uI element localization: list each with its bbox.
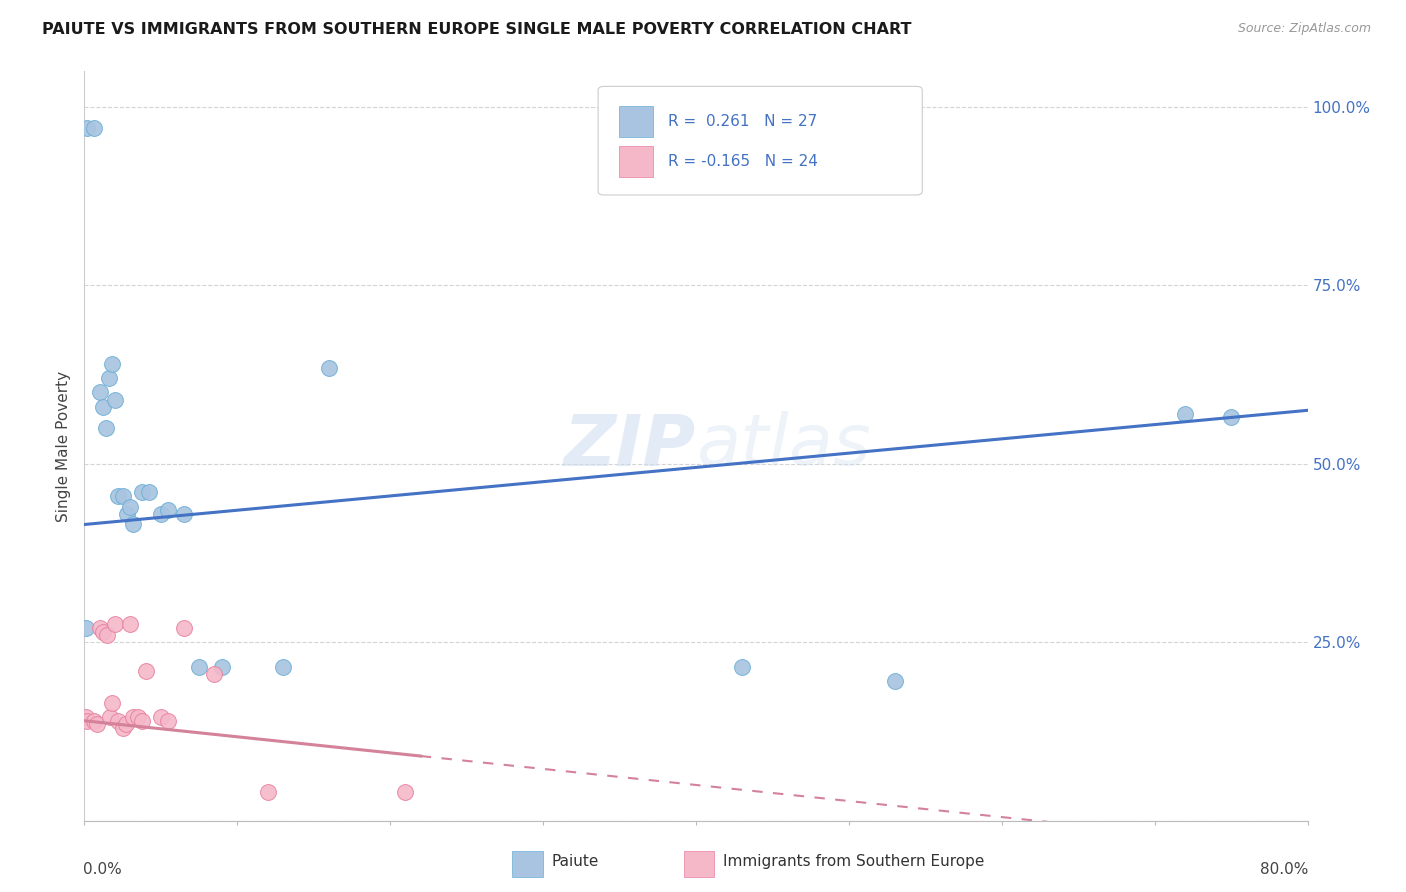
Point bbox=[257, 785, 280, 799]
Point bbox=[122, 517, 145, 532]
Point bbox=[120, 500, 142, 514]
Point bbox=[111, 721, 134, 735]
Point bbox=[131, 714, 153, 728]
Text: ZIP: ZIP bbox=[564, 411, 696, 481]
Point bbox=[101, 357, 124, 371]
Point bbox=[115, 507, 138, 521]
Text: 0.0%: 0.0% bbox=[83, 862, 122, 877]
Point bbox=[89, 621, 111, 635]
Point bbox=[394, 785, 416, 799]
Point bbox=[271, 660, 294, 674]
Point bbox=[1174, 407, 1197, 421]
Point bbox=[131, 485, 153, 500]
Text: 80.0%: 80.0% bbox=[1260, 862, 1309, 877]
Point bbox=[138, 485, 160, 500]
Bar bbox=[683, 851, 714, 877]
FancyBboxPatch shape bbox=[598, 87, 922, 195]
Point bbox=[202, 667, 225, 681]
Point bbox=[91, 624, 114, 639]
Point bbox=[149, 710, 172, 724]
Point bbox=[135, 664, 157, 678]
Point bbox=[83, 121, 105, 136]
Y-axis label: Single Male Poverty: Single Male Poverty bbox=[56, 370, 72, 522]
Point bbox=[1220, 410, 1243, 425]
Point bbox=[86, 717, 108, 731]
Point bbox=[97, 371, 120, 385]
Text: Paiute: Paiute bbox=[551, 855, 599, 870]
Point bbox=[120, 617, 142, 632]
Point bbox=[173, 621, 195, 635]
Point bbox=[731, 660, 754, 674]
Point bbox=[883, 674, 905, 689]
Point bbox=[75, 621, 97, 635]
Point bbox=[96, 628, 118, 642]
Point bbox=[127, 710, 149, 724]
Point bbox=[76, 121, 98, 136]
Point bbox=[104, 392, 127, 407]
Text: R = -0.165   N = 24: R = -0.165 N = 24 bbox=[668, 153, 818, 169]
Bar bbox=[619, 145, 654, 177]
Point bbox=[149, 507, 172, 521]
Text: Source: ZipAtlas.com: Source: ZipAtlas.com bbox=[1237, 22, 1371, 36]
Text: atlas: atlas bbox=[696, 411, 870, 481]
Point bbox=[211, 660, 233, 674]
Point bbox=[76, 714, 98, 728]
Point bbox=[89, 385, 111, 400]
Point bbox=[157, 503, 180, 517]
Point bbox=[114, 717, 136, 731]
Point bbox=[98, 710, 121, 724]
Point bbox=[318, 360, 340, 375]
Point bbox=[111, 489, 134, 503]
Point bbox=[75, 710, 97, 724]
Text: PAIUTE VS IMMIGRANTS FROM SOUTHERN EUROPE SINGLE MALE POVERTY CORRELATION CHART: PAIUTE VS IMMIGRANTS FROM SOUTHERN EUROP… bbox=[42, 22, 911, 37]
Point bbox=[101, 696, 124, 710]
Point bbox=[104, 617, 127, 632]
Bar bbox=[513, 851, 543, 877]
Point bbox=[107, 489, 129, 503]
Bar bbox=[619, 106, 654, 137]
Point bbox=[173, 507, 195, 521]
Point bbox=[107, 714, 129, 728]
Point bbox=[157, 714, 180, 728]
Point bbox=[91, 400, 114, 414]
Point bbox=[188, 660, 211, 674]
Text: Immigrants from Southern Europe: Immigrants from Southern Europe bbox=[723, 855, 984, 870]
Text: R =  0.261   N = 27: R = 0.261 N = 27 bbox=[668, 114, 817, 129]
Point bbox=[94, 421, 117, 435]
Point bbox=[83, 714, 105, 728]
Point bbox=[122, 710, 145, 724]
